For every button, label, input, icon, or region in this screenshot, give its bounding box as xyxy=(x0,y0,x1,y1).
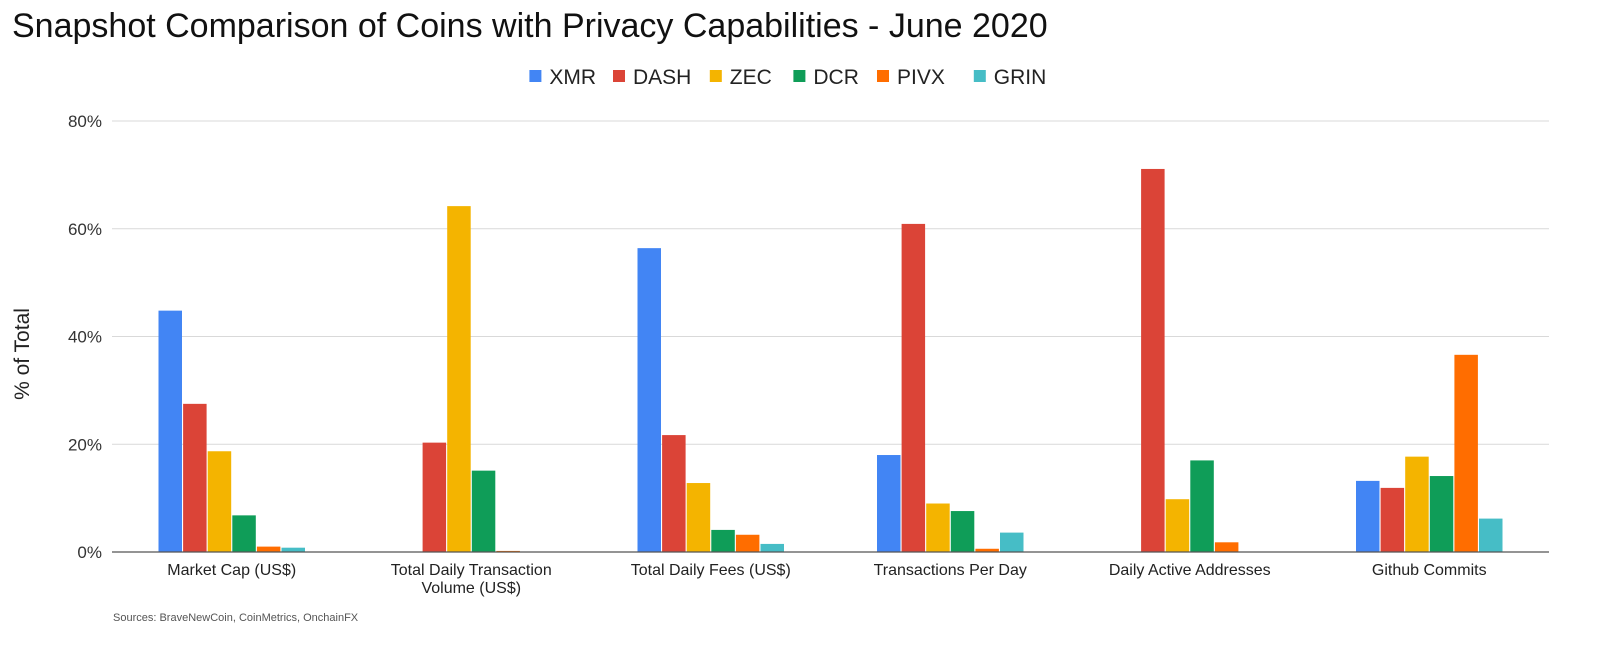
bar-dcr-2 xyxy=(471,470,496,552)
bar-zec-6 xyxy=(1405,456,1429,552)
legend-item-pivx: PIVX xyxy=(877,66,945,89)
gridlines xyxy=(112,120,1549,445)
chart-title: Snapshot Comparison of Coins with Privac… xyxy=(12,7,1048,45)
bar-zec-4 xyxy=(926,503,950,552)
x-category-label: Market Cap (US$) xyxy=(167,562,296,579)
bar-dash-6 xyxy=(1380,487,1405,552)
x-category-label: Total Daily Transaction xyxy=(391,562,552,579)
legend-label: DASH xyxy=(633,66,691,89)
legend-item-zec: ZEC xyxy=(709,66,772,89)
legend-label: ZEC xyxy=(730,66,772,89)
bar-dcr-5 xyxy=(1190,460,1214,552)
legend-swatch xyxy=(529,70,542,82)
bar-zec-3 xyxy=(686,483,711,552)
bar-grin-4 xyxy=(1000,532,1024,552)
y-axis-ticks: 0% 20% 40% 60% 80% xyxy=(68,112,102,562)
source-note: Sources: BraveNewCoin, CoinMetrics, Onch… xyxy=(113,612,359,624)
bar-dcr-4 xyxy=(950,511,975,552)
y-tick-label: 20% xyxy=(68,435,102,454)
bar-dcr-1 xyxy=(232,515,256,552)
bar-grin-1 xyxy=(281,547,305,552)
bar-pivx-6 xyxy=(1454,354,1478,552)
bar-pivx-3 xyxy=(735,534,760,552)
y-axis-label: % of Total xyxy=(11,308,34,400)
bar-pivx-1 xyxy=(256,546,281,552)
legend-swatch xyxy=(793,70,806,82)
bar-dash-3 xyxy=(662,435,686,552)
legend-swatch xyxy=(877,70,889,82)
legend-swatch xyxy=(613,70,625,82)
x-category-label: Daily Active Addresses xyxy=(1109,562,1271,579)
legend-item-xmr: XMR xyxy=(529,66,596,89)
bar-xmr-6 xyxy=(1356,480,1380,552)
x-axis-categories: Market Cap (US$) Total Daily TransactionV… xyxy=(167,562,1486,597)
legend-item-dcr: DCR xyxy=(793,66,859,89)
bar-zec-5 xyxy=(1165,499,1190,552)
bars xyxy=(158,168,1503,553)
bar-grin-3 xyxy=(760,543,784,552)
y-tick-label: 40% xyxy=(68,328,102,347)
legend-label: DCR xyxy=(813,66,859,89)
bar-dcr-3 xyxy=(711,529,735,552)
legend-label: PIVX xyxy=(897,66,945,89)
bar-xmr-1 xyxy=(158,310,182,552)
x-category-label: Volume (US$) xyxy=(421,580,521,597)
legend-swatch xyxy=(709,70,722,82)
x-category-label: Total Daily Fees (US$) xyxy=(631,562,791,579)
bar-xmr-3 xyxy=(637,248,661,552)
bar-dash-1 xyxy=(183,403,207,552)
bar-dash-2 xyxy=(422,442,447,552)
y-tick-label: 80% xyxy=(68,112,102,131)
legend-item-dash: DASH xyxy=(613,66,691,89)
y-tick-label: 0% xyxy=(77,543,102,562)
bar-dcr-6 xyxy=(1429,476,1454,552)
bar-pivx-5 xyxy=(1214,542,1239,552)
legend-label: XMR xyxy=(549,66,596,89)
bar-dash-4 xyxy=(901,223,926,552)
bar-zec-1 xyxy=(207,451,232,552)
x-category-label: Github Commits xyxy=(1372,562,1487,579)
legend: XMR DASH ZEC DCR PIVX GRIN xyxy=(529,66,1046,89)
y-tick-label: 60% xyxy=(68,220,102,239)
legend-item-grin: GRIN xyxy=(973,66,1047,89)
bar-zec-2 xyxy=(447,206,471,552)
bar-dash-5 xyxy=(1141,168,1165,553)
x-category-label: Transactions Per Day xyxy=(874,562,1027,579)
legend-label: GRIN xyxy=(994,66,1047,89)
bar-pivx-4 xyxy=(975,548,999,552)
bar-xmr-4 xyxy=(877,455,901,552)
legend-swatch xyxy=(973,70,986,82)
bar-grin-6 xyxy=(1479,518,1503,552)
